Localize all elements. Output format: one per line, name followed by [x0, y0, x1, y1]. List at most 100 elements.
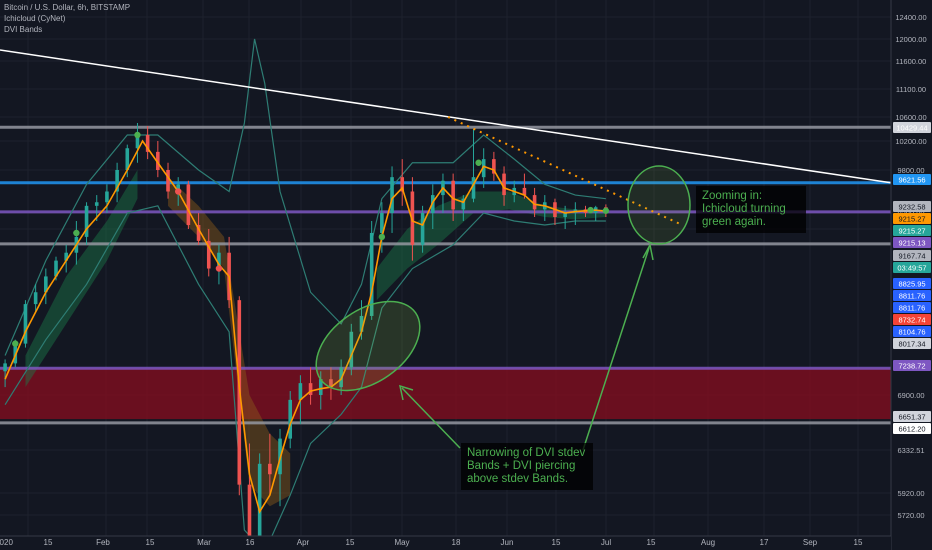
candle-body-39 [400, 177, 405, 192]
candle-body-21 [217, 252, 221, 269]
time-tick-15: 17 [760, 538, 769, 547]
dvi-bands [4, 38, 606, 550]
annotation-narrowing[interactable]: Narrowing of DVI stdev Bands + DVI pierc… [461, 443, 593, 490]
price-label-10: 8811.76 [899, 304, 926, 313]
price-label-3: 9215.27 [898, 215, 925, 224]
price-tick-0: 12400.00 [895, 13, 926, 22]
price-label-16: 6612.20 [898, 425, 925, 434]
arrow-head-april [398, 384, 414, 401]
price-label-bg-0 [893, 122, 931, 133]
candle-body-11 [115, 170, 119, 192]
candle-body-31 [318, 379, 323, 395]
signal-dot-1 [73, 229, 80, 237]
indicator-ichicloud[interactable]: Ichicloud (CyNet) [4, 14, 66, 23]
cloud-red-0 [168, 177, 291, 507]
price-label-11: 8732.74 [898, 316, 925, 325]
candle-body-40 [410, 191, 415, 245]
candle-body-52 [532, 195, 537, 210]
price-tick-9: 6900.00 [897, 391, 924, 400]
price-label-14: 7238.72 [898, 362, 925, 371]
time-tick-1: 15 [44, 538, 53, 547]
price-label-15: 6651.37 [898, 413, 925, 422]
arrow-to-april[interactable] [401, 387, 461, 449]
price-axis-bg [891, 0, 932, 550]
candle-body-9 [94, 202, 99, 206]
price-label-bg-10 [893, 302, 931, 313]
time-tick-17: 15 [854, 538, 863, 547]
price-label-bg-14 [893, 360, 931, 371]
candle-body-3 [33, 292, 38, 305]
time-tick-11: 15 [552, 538, 561, 547]
candle-body-2 [23, 304, 28, 344]
candle-body-41 [420, 213, 425, 245]
candle-body-32 [329, 379, 333, 388]
candle-body-16 [166, 170, 170, 192]
price-label-bg-2 [893, 201, 931, 212]
candle-body-19 [196, 225, 201, 241]
time-tick-0: 2020 [0, 538, 13, 547]
signal-dot-8 [602, 207, 610, 214]
price-tick-2: 11600.00 [896, 57, 927, 66]
support-zone [0, 368, 891, 420]
time-tick-14: Aug [701, 538, 715, 547]
candle-body-26 [268, 463, 272, 475]
candle-body-24 [247, 484, 252, 541]
time-axis-bg [0, 536, 891, 550]
price-label-13: 8017.34 [898, 340, 925, 349]
time-axis[interactable]: 2020 15 Feb 15 Mar 16 Apr 15 May 18 Jun 15 Jul 15 Aug 1… [0, 535, 891, 550]
candle-body-35 [359, 315, 364, 332]
candle-body-15 [156, 151, 160, 170]
price-label-bg-5 [893, 237, 931, 248]
annotation-zooming[interactable]: Zooming in: Ichicloud turning green agai… [696, 186, 806, 233]
candle-body-25 [257, 463, 262, 541]
price-label-12: 8104.76 [898, 328, 925, 337]
price-tick-6: 9800.00 [897, 166, 924, 175]
highlight-ellipse-april[interactable] [300, 283, 436, 409]
time-tick-6: Apr [297, 538, 310, 547]
signal-dots [12, 131, 610, 347]
price-label-bg-12 [893, 326, 931, 337]
drawn-shapes[interactable] [300, 165, 691, 451]
highlight-ellipse-july[interactable] [627, 165, 691, 245]
price-label-bg-7 [893, 262, 931, 273]
price-tick-11: 5920.00 [897, 489, 924, 498]
price-label-bg-4 [893, 225, 931, 236]
orange-line [4, 139, 606, 514]
price-tick-1: 12000.00 [895, 35, 926, 44]
price-label-bg-8 [893, 278, 931, 289]
trendlines[interactable] [0, 49, 892, 226]
candle-body-55 [563, 213, 567, 217]
time-tick-2: Feb [96, 538, 110, 547]
candle-body-8 [84, 205, 89, 237]
price-label-bg-16 [893, 423, 931, 434]
time-tick-12: Jul [601, 538, 611, 547]
price-label-2: 9232.58 [898, 203, 925, 212]
price-tick-3: 11100.00 [896, 85, 926, 94]
candle-body-12 [125, 148, 130, 170]
signal-dot-4 [215, 265, 223, 272]
time-tick-3: 15 [146, 538, 155, 547]
indicator-dvi-bands[interactable]: DVI Bands [4, 25, 43, 34]
candle-body-47 [481, 159, 486, 178]
price-label-6: 9167.74 [898, 252, 925, 261]
time-tick-4: Mar [197, 538, 211, 547]
candle-body-10 [105, 191, 109, 203]
time-tick-9: 18 [452, 538, 461, 547]
candle-body-46 [471, 177, 476, 199]
price-label-5: 9215.13 [898, 239, 925, 248]
arrow-to-july[interactable] [582, 247, 650, 451]
price-axis[interactable]: 12400.00 12000.00 11600.00 11100.00 10600.00… [890, 0, 932, 550]
dotted-trendline [447, 116, 683, 226]
chart-legend: Bitcoin / U.S. Dollar, 6h, BITSTAMP Ichi… [4, 2, 130, 35]
symbol-title[interactable]: Bitcoin / U.S. Dollar, 6h, BITSTAMP [4, 3, 131, 12]
price-tick-5: 10200.00 [895, 137, 926, 146]
price-label-9: 8811.76 [899, 292, 926, 301]
signal-dot-0 [12, 340, 19, 347]
time-tick-7: 15 [346, 538, 355, 547]
cloud-green-0 [25, 170, 138, 388]
price-label-bg-11 [893, 314, 931, 325]
candle-body-29 [298, 383, 303, 400]
candle-body-51 [522, 187, 527, 196]
price-label-bg-1 [893, 174, 931, 185]
